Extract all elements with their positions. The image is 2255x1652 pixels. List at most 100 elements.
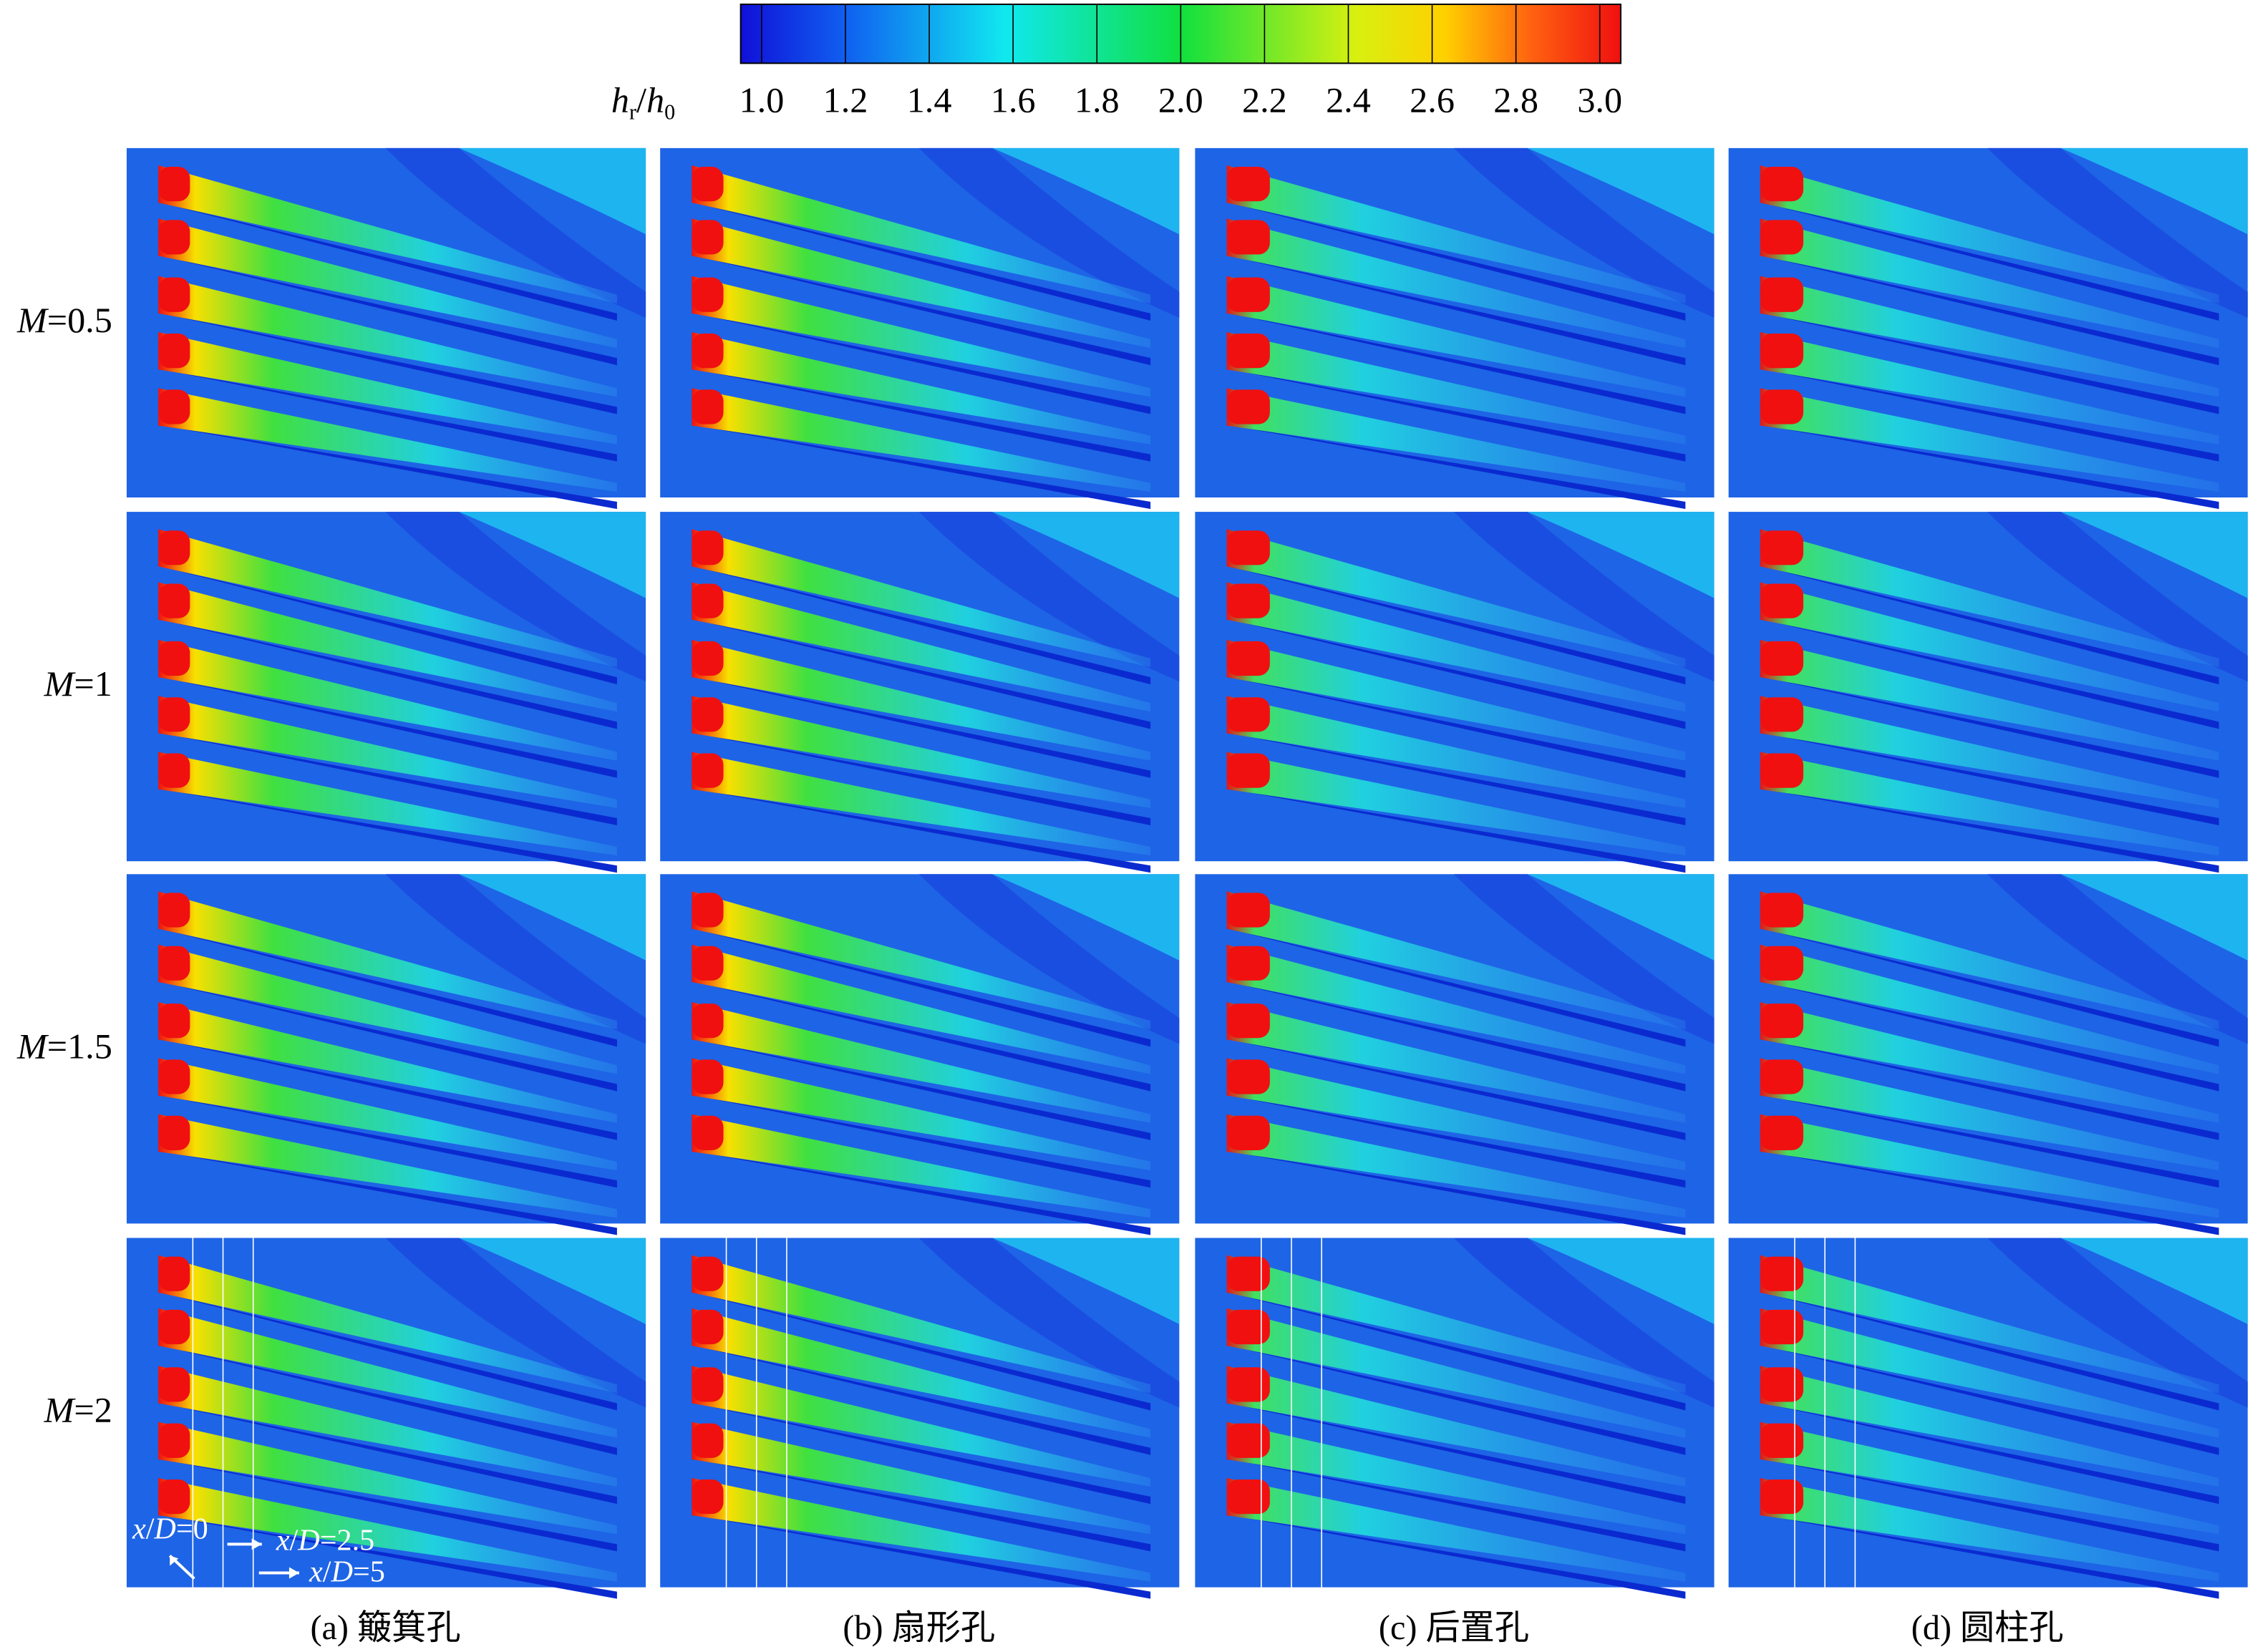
jet-streak	[1760, 752, 2219, 856]
hot-spot	[1226, 1423, 1270, 1458]
jet-streak	[158, 529, 617, 668]
hot-spot	[1760, 277, 1804, 312]
jet-shadow	[1223, 254, 1686, 366]
jet-streak	[1760, 1366, 2219, 1487]
hot-spot	[1760, 641, 1804, 676]
jet-streak	[1760, 218, 2219, 349]
contour-region	[1453, 147, 1715, 318]
contour-region	[458, 147, 646, 235]
row-label: M=0.5	[16, 300, 112, 340]
jet-streak	[1760, 388, 2219, 492]
jet-streak	[692, 891, 1151, 1030]
jet-streak	[1226, 1255, 1686, 1394]
jet-streak	[1226, 1366, 1686, 1487]
jet-shadow	[1757, 732, 2219, 825]
hot-spot	[158, 167, 190, 202]
colorbar-tick-label: 1.8	[1075, 80, 1120, 120]
hot-spot	[1760, 893, 1804, 928]
hot-spot	[692, 277, 724, 312]
contour-region	[1987, 874, 2248, 1044]
hot-spot	[1226, 1059, 1270, 1094]
colorbar-label: hr/h0	[611, 80, 675, 125]
jet-streak	[692, 1114, 1151, 1218]
jet-streak	[1760, 1114, 2219, 1218]
jet-shadow	[155, 1401, 617, 1505]
hot-spot	[1226, 641, 1270, 676]
contour-region	[1987, 147, 2248, 318]
jet-streak	[1226, 276, 1686, 397]
hot-spot	[158, 1059, 190, 1094]
hot-spot	[158, 1256, 190, 1291]
column-caption: (b) 扇形孔	[843, 1609, 995, 1647]
jet-shadow	[1223, 980, 1686, 1092]
contour-region	[385, 147, 646, 318]
hot-spot	[1760, 167, 1804, 202]
jet-streak	[1226, 529, 1686, 668]
row-label-text: =0.5	[47, 300, 112, 340]
hot-spot	[692, 1059, 724, 1094]
jet-streak	[1760, 276, 2219, 397]
jet-streak	[1760, 529, 2219, 668]
jet-streak	[1760, 1477, 2219, 1582]
annotation-part: /	[146, 1512, 155, 1545]
jet-streak	[692, 529, 1151, 668]
hot-spot	[1760, 1256, 1804, 1291]
jet-shadow	[689, 618, 1151, 729]
hot-spot	[158, 1004, 190, 1039]
annotation-part: x	[309, 1555, 323, 1589]
contour-region	[385, 512, 646, 682]
jet-shadow	[1223, 618, 1686, 729]
jet-streak	[1760, 639, 2219, 761]
jet-shadow	[1757, 787, 2219, 873]
jet-streak	[1226, 891, 1686, 1030]
colorbar-tick-label: 2.4	[1326, 80, 1371, 120]
jet-streak	[1226, 332, 1686, 444]
jet-streak	[1226, 165, 1686, 303]
jet-streak	[692, 1477, 1151, 1582]
contour-region	[2060, 874, 2248, 961]
annotation-part: /	[323, 1555, 331, 1589]
jet-streak	[1226, 582, 1686, 712]
hot-spot	[1226, 220, 1270, 255]
contour-region	[2060, 512, 2248, 598]
hot-spot	[692, 389, 724, 424]
hot-spot	[1760, 530, 1804, 565]
jet-streak	[158, 1002, 617, 1123]
jet-shadow	[1757, 311, 2219, 414]
hot-spot	[158, 697, 190, 732]
jet-streak	[692, 218, 1151, 349]
hot-spot	[692, 1256, 724, 1291]
hot-spot	[692, 583, 724, 618]
jet-streak	[158, 276, 617, 397]
colorbar-tick-label: 1.2	[823, 80, 868, 120]
jet-shadow	[1223, 424, 1686, 510]
contour-region	[385, 874, 646, 1044]
hot-spot	[158, 1309, 190, 1345]
contour-region	[992, 1238, 1180, 1325]
jet-shadow	[689, 1038, 1151, 1140]
contour-region	[1527, 512, 1715, 598]
jet-shadow	[1757, 1150, 2219, 1235]
jet-shadow	[155, 1038, 617, 1140]
hot-spot	[158, 1367, 190, 1402]
hot-spot	[1226, 946, 1270, 981]
contour-region	[2060, 1238, 2248, 1325]
jet-shadow	[155, 565, 617, 685]
hot-spot	[1226, 583, 1270, 618]
annotation-part: /	[290, 1523, 299, 1557]
hot-spot	[1226, 389, 1270, 424]
jet-streak	[158, 1422, 617, 1535]
jet-streak	[692, 1422, 1151, 1535]
hot-spot	[692, 697, 724, 732]
colorbar-tick-label: 1.6	[991, 80, 1036, 120]
jet-shadow	[1757, 565, 2219, 685]
hot-spot	[1226, 1004, 1270, 1039]
jet-shadow	[689, 311, 1151, 414]
jet-streak	[158, 752, 617, 856]
jet-streak	[158, 1366, 617, 1487]
hot-spot	[1760, 583, 1804, 618]
contour-region	[918, 1238, 1180, 1408]
jet-streak	[1226, 388, 1686, 492]
jet-streak	[1226, 1308, 1686, 1438]
annotation-part: =0	[176, 1512, 208, 1545]
